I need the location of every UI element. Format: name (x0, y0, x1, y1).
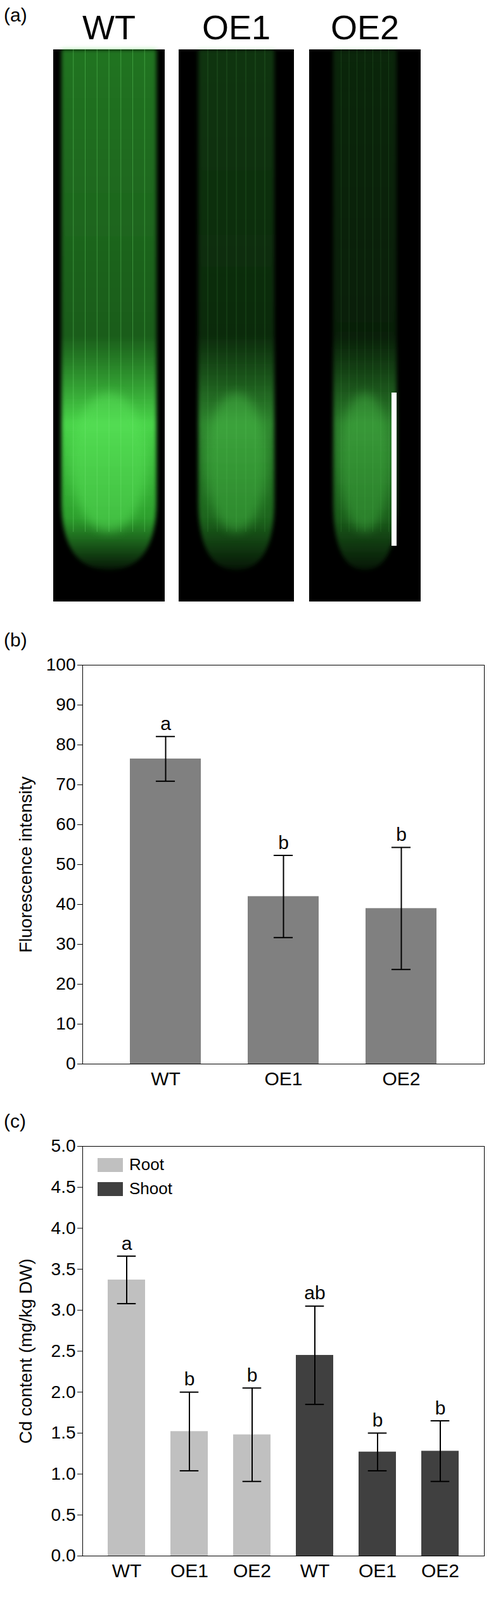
svg-text:OE2: OE2 (233, 1560, 272, 1582)
svg-text:OE1: OE1 (202, 8, 271, 47)
svg-text:(a): (a) (3, 4, 28, 26)
svg-text:80: 80 (55, 734, 76, 755)
svg-text:70: 70 (55, 774, 76, 795)
svg-text:3.0: 3.0 (51, 1300, 77, 1321)
svg-text:a: a (121, 1232, 133, 1254)
svg-text:OE1: OE1 (264, 1068, 303, 1090)
svg-text:WT: WT (82, 8, 136, 47)
svg-text:20: 20 (55, 974, 76, 994)
svg-text:Cd content (mg/kg DW): Cd content (mg/kg DW) (15, 1259, 36, 1446)
svg-text:WT: WT (150, 1068, 181, 1090)
svg-text:60: 60 (55, 814, 76, 835)
svg-text:1.5: 1.5 (51, 1423, 77, 1444)
svg-text:OE2: OE2 (382, 1068, 421, 1090)
svg-text:a: a (160, 713, 172, 735)
svg-text:0.0: 0.0 (51, 1546, 77, 1567)
svg-text:5.0: 5.0 (51, 1136, 77, 1157)
svg-text:OE2: OE2 (421, 1560, 460, 1582)
html-text:Root: Root (129, 1155, 165, 1175)
svg-text:b: b (278, 832, 289, 854)
html-text:Shoot: Shoot (129, 1179, 173, 1199)
svg-text:2.5: 2.5 (51, 1341, 77, 1362)
svg-text:10: 10 (55, 1014, 76, 1034)
svg-text:4.5: 4.5 (51, 1177, 77, 1198)
svg-text:OE1: OE1 (170, 1560, 209, 1582)
svg-text:3.5: 3.5 (51, 1260, 77, 1280)
svg-text:100: 100 (46, 655, 77, 675)
svg-text:50: 50 (55, 854, 76, 875)
svg-text:b: b (372, 1410, 384, 1432)
svg-text:Fluorescence intensity: Fluorescence intensity (15, 776, 36, 954)
svg-text:2.0: 2.0 (51, 1382, 77, 1403)
svg-text:40: 40 (55, 894, 76, 915)
html-text:(b): (b) (3, 629, 28, 651)
svg-text:WT: WT (112, 1560, 142, 1582)
svg-text:b: b (395, 824, 407, 846)
svg-text:b: b (184, 1368, 196, 1390)
svg-text:0: 0 (65, 1054, 77, 1074)
svg-text:4.0: 4.0 (51, 1218, 77, 1239)
svg-text:b: b (435, 1398, 446, 1420)
svg-text:1.0: 1.0 (51, 1464, 77, 1485)
svg-text:OE1: OE1 (358, 1560, 397, 1582)
svg-text:90: 90 (55, 694, 76, 715)
svg-text:WT: WT (300, 1560, 331, 1582)
svg-text:0.5: 0.5 (51, 1505, 77, 1526)
html-text:(c): (c) (3, 1111, 26, 1133)
svg-text:OE2: OE2 (330, 8, 400, 47)
svg-text:ab: ab (304, 1282, 325, 1304)
svg-text:30: 30 (55, 934, 76, 955)
svg-text:b: b (247, 1365, 258, 1387)
